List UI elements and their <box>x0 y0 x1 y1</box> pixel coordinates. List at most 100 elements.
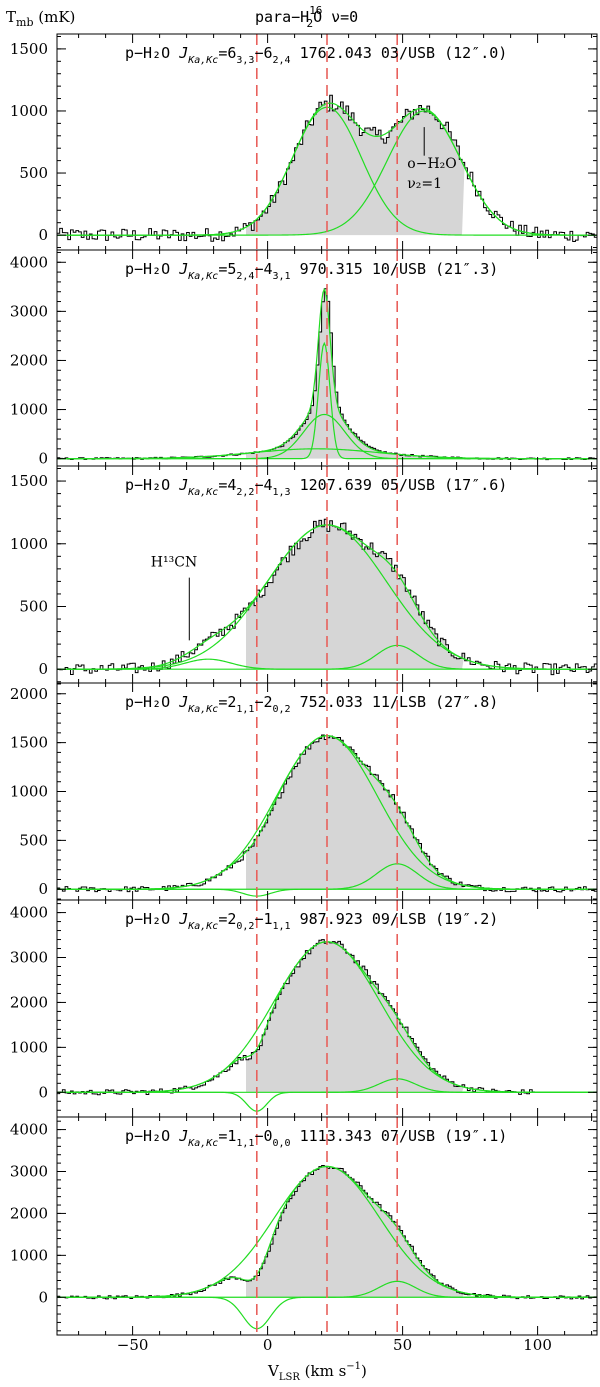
figure-title: para−H16 2O ν=0 <box>255 4 358 30</box>
y-tick-label: 1000 <box>10 1246 48 1264</box>
panel-p3: 0 500 1000 1500 p−H₂O JKa,Kc=42,2−41,3 1207.… <box>10 465 598 684</box>
y-tick-label: 1000 <box>10 1038 48 1056</box>
panel-plot-area <box>57 683 597 900</box>
y-tick-label: 2000 <box>10 1204 48 1222</box>
panel-plot-area <box>57 466 597 683</box>
panel-label-part: Ka,Kc <box>187 487 218 498</box>
spectrum-fill <box>246 95 465 236</box>
y-tick-label: 4000 <box>10 904 48 922</box>
panel-plot-area <box>57 34 597 250</box>
panel-label-part: −1 <box>254 910 272 928</box>
panel-label-part: 752.033 11/LSB (27″.8) <box>291 693 499 711</box>
x-tick-labels: −50 0 50 100 <box>117 1336 552 1354</box>
x-tick-label: −50 <box>117 1336 149 1354</box>
panel-label-part: =2 <box>218 910 236 928</box>
y-tick-label: 1000 <box>10 102 48 120</box>
spectral-annotation: o−H₂O <box>407 156 456 172</box>
panel-label-part: J <box>178 260 188 278</box>
panel-plot-area <box>57 1117 597 1335</box>
panel-label-part: 987.923 09/LSB (19″.2) <box>291 910 499 928</box>
panel-label-part: 1207.639 05/USB (17″.6) <box>291 476 508 494</box>
observed-spectrum <box>57 734 597 893</box>
x-tick-label: 50 <box>393 1336 412 1354</box>
gaussian-total-fit <box>57 1165 597 1298</box>
panel-label-part: =5 <box>218 260 236 278</box>
panel-label-part: 3,1 <box>273 271 291 282</box>
y-tick-label: 1000 <box>10 401 48 419</box>
y-tick-label: 0 <box>38 450 48 468</box>
y-tick-label: 3000 <box>10 302 48 320</box>
panel-plot-area <box>57 900 597 1117</box>
panel-p5: 0 1000 2000 3000 4000 p−H₂O JKa,Kc=20,2−11,1 … <box>10 899 598 1118</box>
panel-label-part: p−H₂O <box>125 260 179 278</box>
panel-label-part: 1762.043 03/USB (12″.0) <box>291 44 508 62</box>
x-axis-label: VLSR (km s−1) <box>267 1361 367 1383</box>
y-tick-label: 3000 <box>10 1163 48 1181</box>
panel-transition-label: p−H₂O JKa,Kc=52,4−43,1 970.315 10/USB (2… <box>125 260 498 282</box>
panel-p2: 0 1000 2000 3000 4000 p−H₂O JKa,Kc=52,4−43,1 … <box>10 249 598 468</box>
panel-label-part: =2 <box>218 693 236 711</box>
panel-transition-label: p−H₂O JKa,Kc=21,1−20,2 752.033 11/LSB (2… <box>125 693 498 715</box>
panel-label-part: 1,1 <box>236 1138 254 1149</box>
spectrum-fill <box>246 519 465 670</box>
y-tick-label: 0 <box>38 1288 48 1306</box>
y-tick-label: 0 <box>38 660 48 678</box>
spectral-annotation: ν₂=1 <box>407 176 442 192</box>
panel-label-part: Ka,Kc <box>187 55 218 66</box>
y-tick-label: 0 <box>38 226 48 244</box>
y-tick-label: 500 <box>19 597 48 615</box>
panel-transition-label: p−H₂O JKa,Kc=11,1−00,0 1113.343 07/USB (… <box>125 1127 507 1149</box>
panel-label-part: J <box>178 1127 188 1145</box>
y-tick-label: 0 <box>38 1083 48 1101</box>
panel-label-part: Ka,Kc <box>187 704 218 715</box>
panel-label-part: 0,0 <box>273 1138 291 1149</box>
panel-plot-area <box>57 250 597 466</box>
panel-label-part: 3,3 <box>236 55 254 66</box>
y-tick-label: 1500 <box>10 40 48 58</box>
panel-p1: 0 500 1000 1500 p−H₂O JKa,Kc=63,3−62,4 1762.… <box>10 33 598 251</box>
panel-label-part: 2,2 <box>236 487 254 498</box>
panel-label-part: =4 <box>218 476 236 494</box>
panel-label-part: −0 <box>254 1127 272 1145</box>
panel-label-part: 2,4 <box>236 271 254 282</box>
panel-p4: 0 500 1000 1500 2000 p−H₂O JKa,Kc=21,1−20,2 7… <box>10 682 598 901</box>
panel-label-part: J <box>178 693 188 711</box>
y-tick-label: 1500 <box>10 472 48 490</box>
y-tick-label: 1000 <box>10 535 48 553</box>
panel-label-part: −4 <box>254 476 272 494</box>
y-tick-label: 0 <box>38 880 48 898</box>
panel-label-part: J <box>178 476 188 494</box>
y-tick-label: 1500 <box>10 734 48 752</box>
y-tick-label: 1000 <box>10 783 48 801</box>
panel-frame <box>56 1116 598 1336</box>
gaussian-component <box>57 658 597 670</box>
y-tick-label: 4000 <box>10 253 48 271</box>
panel-label-part: 1113.343 07/USB (19″.1) <box>291 1127 508 1145</box>
panel-label-part: 1,1 <box>236 704 254 715</box>
panel-label-part: p−H₂O <box>125 693 179 711</box>
y-tick-label: 3000 <box>10 949 48 967</box>
panel-label-part: p−H₂O <box>125 1127 179 1145</box>
y-tick-label: 4000 <box>10 1121 48 1139</box>
panel-label-part: =1 <box>218 1127 236 1145</box>
observed-spectrum <box>57 94 597 242</box>
panel-label-part: 1,1 <box>273 921 291 932</box>
x-tick-label: 100 <box>523 1336 552 1354</box>
panel-label-part: 0,2 <box>236 921 254 932</box>
panel-label-part: 1,3 <box>273 487 291 498</box>
y-tick-label: 2000 <box>10 351 48 369</box>
x-tick-label: 0 <box>263 1336 273 1354</box>
panels-group: 0 500 1000 1500 p−H₂O JKa,Kc=63,3−62,4 1762.… <box>10 33 598 1336</box>
panel-label-part: J <box>178 910 188 928</box>
panel-transition-label: p−H₂O JKa,Kc=20,2−11,1 987.923 09/LSB (1… <box>125 910 498 932</box>
y-tick-label: 500 <box>19 831 48 849</box>
panel-label-part: 970.315 10/USB (21″.3) <box>291 260 499 278</box>
panel-label-part: =6 <box>218 44 236 62</box>
panel-label-part: p−H₂O <box>125 476 179 494</box>
panel-label-part: 2,4 <box>273 55 291 66</box>
spectral-annotation: H¹³CN <box>151 554 197 570</box>
panel-label-part: −2 <box>254 693 272 711</box>
panel-transition-label: p−H₂O JKa,Kc=63,3−62,4 1762.043 03/USB (… <box>125 44 507 66</box>
spectrum-fill <box>246 1165 465 1298</box>
